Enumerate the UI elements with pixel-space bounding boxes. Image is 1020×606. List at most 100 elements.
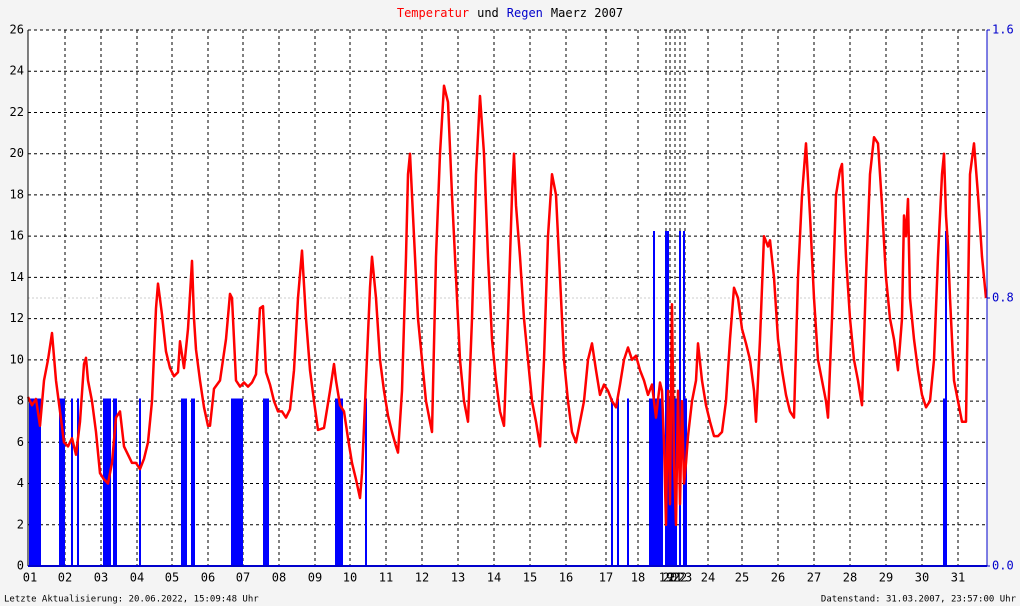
x-tick-label: 06: [201, 571, 215, 585]
rain-bar: [263, 398, 265, 566]
rain-bar: [685, 398, 687, 566]
x-tick-label: 09: [308, 571, 322, 585]
x-tick-label: 07: [236, 571, 250, 585]
rain-bar: [63, 398, 65, 566]
rain-bar: [265, 398, 267, 566]
rain-bar: [231, 398, 233, 566]
rain-bar: [671, 398, 673, 566]
rain-bar: [943, 398, 945, 566]
x-tick-label: 27: [807, 571, 821, 585]
x-tick-label: 17: [599, 571, 613, 585]
x-tick-label: 23: [678, 571, 692, 585]
rain-bar: [657, 398, 659, 566]
rain-bar: [365, 398, 367, 566]
rain-bar: [655, 398, 657, 566]
x-tick-label: 13: [451, 571, 465, 585]
rain-bar: [235, 398, 237, 566]
x-tick-label: 31: [951, 571, 965, 585]
temperature-line: [26, 84, 988, 527]
x-tick-label: 01: [23, 571, 37, 585]
rain-bar: [183, 398, 185, 566]
footer-right: Datenstand: 31.03.2007, 23:57:00 Uhr: [821, 595, 1017, 605]
rain-bar: [335, 398, 337, 566]
rain-bar: [241, 398, 243, 566]
rain-bar: [191, 398, 193, 566]
title-part: Temperatur: [397, 6, 469, 20]
rain-bar: [339, 398, 341, 566]
x-tick-label: 02: [58, 571, 72, 585]
y-tick-label: 22: [10, 105, 24, 119]
rain-bar: [341, 398, 343, 566]
rain-bar: [945, 231, 947, 566]
rain-bar: [617, 398, 619, 566]
rain-bar: [103, 398, 105, 566]
rain-bar: [37, 398, 39, 566]
rain-bar: [665, 231, 667, 566]
rain-bar: [113, 398, 115, 566]
rain-bar: [59, 398, 61, 566]
rain-bar: [193, 398, 195, 566]
rain-bar: [71, 398, 73, 566]
x-tick-label: 12: [415, 571, 429, 585]
title-part: und: [477, 6, 499, 20]
rain-bar: [679, 231, 681, 566]
y2-tick-label: 1.6: [992, 23, 1014, 37]
rain-bar: [627, 398, 629, 566]
x-tick-label: 08: [272, 571, 286, 585]
rain-bar: [61, 398, 63, 566]
title-part: Regen: [507, 6, 543, 20]
rain-bar: [611, 398, 613, 566]
x-tick-label: 18: [631, 571, 645, 585]
x-tick-label: 11: [379, 571, 393, 585]
y-tick-label: 24: [10, 64, 24, 78]
rain-bar: [31, 398, 33, 566]
x-tick-label: 14: [487, 571, 501, 585]
y-tick-label: 14: [10, 270, 24, 284]
x-tick-label: 21: [668, 571, 682, 585]
rain-bar: [35, 398, 37, 566]
y-tick-label: 8: [17, 394, 24, 408]
rain-bar: [267, 398, 269, 566]
rain-bar: [683, 231, 685, 566]
y-tick-label: 10: [10, 352, 24, 366]
x-tick-label: 16: [559, 571, 573, 585]
rain-bar: [233, 398, 235, 566]
y-tick-label: 4: [17, 476, 24, 490]
x-tick-label: 26: [771, 571, 785, 585]
rain-bar: [237, 398, 239, 566]
rain-bar: [77, 398, 79, 566]
x-tick-label: 10: [343, 571, 357, 585]
rain-bar: [139, 398, 141, 566]
rain-bar: [181, 398, 183, 566]
rain-bar: [29, 398, 31, 566]
y2-tick-label: 0.8: [992, 291, 1014, 305]
x-tick-label: 28: [843, 571, 857, 585]
y-tick-label: 18: [10, 187, 24, 201]
y-tick-label: 12: [10, 311, 24, 325]
x-tick-label: 25: [735, 571, 749, 585]
rain-bar: [109, 398, 111, 566]
rain-bar: [337, 398, 339, 566]
x-tick-label: 29: [879, 571, 893, 585]
x-tick-label: 05: [165, 571, 179, 585]
y-tick-label: 20: [10, 146, 24, 160]
title-part: Maerz 2007: [551, 6, 623, 20]
rain-bar: [239, 398, 241, 566]
y-tick-label: 16: [10, 229, 24, 243]
chart-title: Temperatur und Regen Maerz 2007: [397, 6, 623, 20]
rain-bar: [661, 398, 663, 566]
rain-bar: [115, 398, 117, 566]
y-tick-label: 26: [10, 23, 24, 37]
rain-bar: [651, 398, 653, 566]
x-tick-label: 30: [915, 571, 929, 585]
rain-bar: [33, 398, 35, 566]
x-tick-label: 24: [701, 571, 715, 585]
x-tick-label: 20: [663, 571, 677, 585]
y2-tick-label: 0.0: [992, 559, 1014, 573]
rain-bar: [659, 398, 661, 566]
rain-bar: [649, 398, 651, 566]
x-tick-label: 15: [523, 571, 537, 585]
rain-bar: [39, 398, 41, 566]
y-tick-label: 2: [17, 517, 24, 531]
